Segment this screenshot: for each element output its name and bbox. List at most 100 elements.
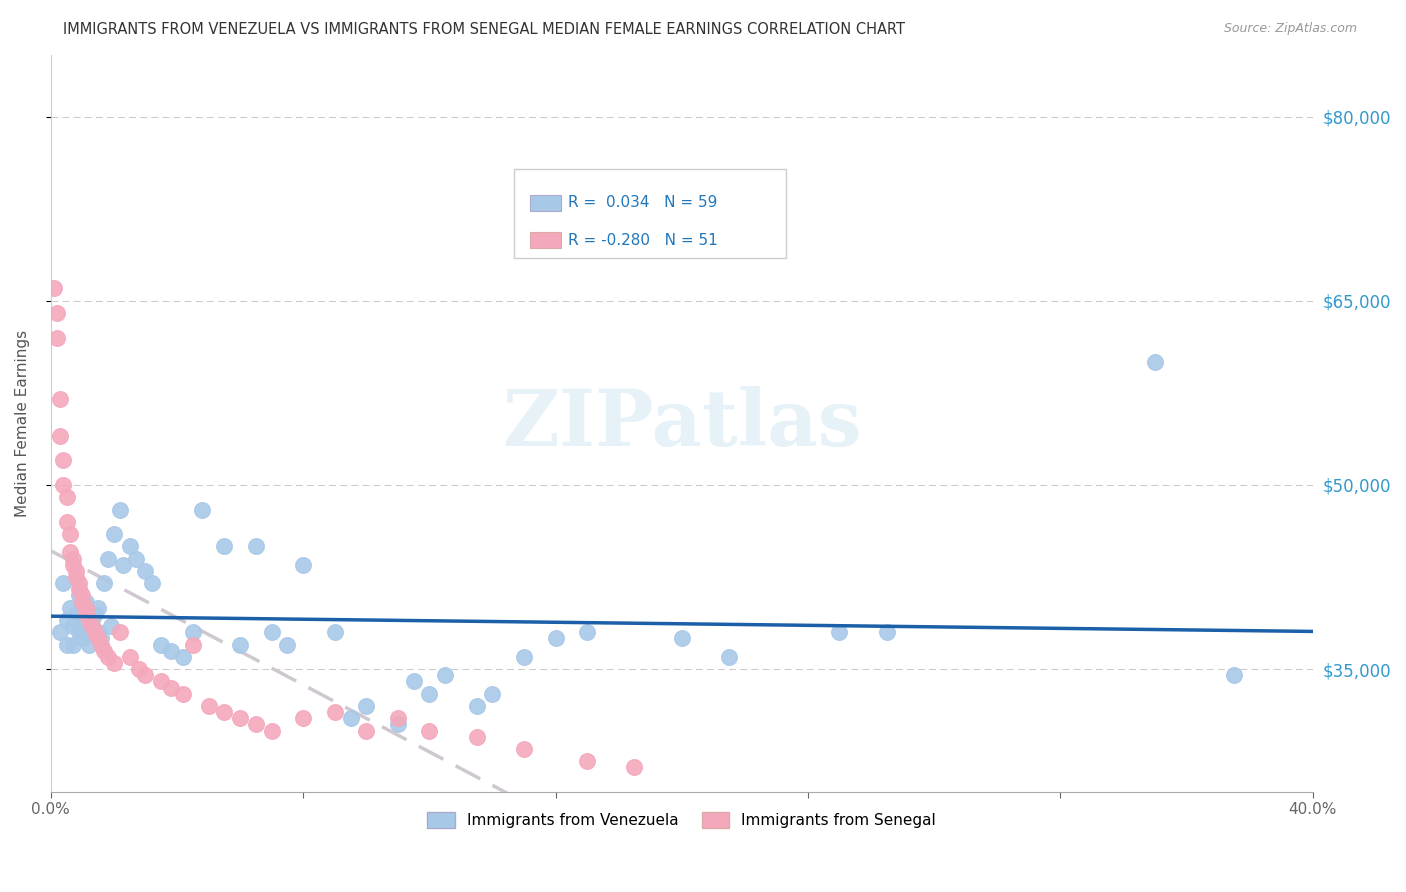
Point: [128, 662, 150, 676]
Point: [72, 594, 94, 608]
Point: [434, 668, 457, 682]
Text: Source: ZipAtlas.com: Source: ZipAtlas.com: [1223, 22, 1357, 36]
Point: [52, 453, 75, 467]
Point: [49, 429, 72, 443]
Point: [80, 613, 103, 627]
Text: ZIPatlas: ZIPatlas: [502, 385, 862, 461]
Point: [75, 600, 97, 615]
Point: [84, 607, 107, 621]
Point: [118, 540, 141, 554]
Point: [159, 644, 181, 658]
Point: [67, 625, 90, 640]
Point: [93, 644, 115, 658]
Point: [544, 632, 567, 646]
Point: [323, 625, 346, 640]
Point: [481, 687, 503, 701]
Point: [87, 625, 110, 640]
Point: [59, 600, 82, 615]
Point: [90, 638, 112, 652]
Point: [62, 558, 84, 572]
Point: [65, 564, 87, 578]
Y-axis label: Median Female Earnings: Median Female Earnings: [15, 330, 30, 517]
Point: [55, 490, 77, 504]
Point: [77, 625, 100, 640]
Point: [125, 551, 148, 566]
Point: [42, 281, 65, 295]
Point: [260, 625, 283, 640]
Point: [52, 576, 75, 591]
Point: [59, 545, 82, 559]
Legend: Immigrants from Venezuela, Immigrants from Senegal: Immigrants from Venezuela, Immigrants fr…: [420, 805, 943, 836]
Point: [90, 632, 112, 646]
Point: [150, 674, 173, 689]
Point: [93, 576, 115, 591]
Point: [49, 625, 72, 640]
Point: [72, 589, 94, 603]
Point: [134, 564, 156, 578]
Point: [103, 527, 125, 541]
Point: [387, 717, 409, 731]
Point: [77, 638, 100, 652]
Point: [828, 625, 851, 640]
Point: [465, 698, 488, 713]
Point: [62, 619, 84, 633]
Point: [84, 625, 107, 640]
Point: [172, 649, 194, 664]
Point: [671, 632, 693, 646]
Point: [59, 527, 82, 541]
Point: [55, 613, 77, 627]
Point: [87, 600, 110, 615]
Point: [87, 632, 110, 646]
Point: [67, 589, 90, 603]
Point: [49, 392, 72, 406]
Point: [112, 558, 135, 572]
Point: [77, 613, 100, 627]
Point: [623, 760, 645, 774]
Point: [55, 515, 77, 529]
Point: [245, 717, 267, 731]
Point: [172, 687, 194, 701]
Point: [418, 687, 440, 701]
Point: [402, 674, 425, 689]
Point: [65, 607, 87, 621]
Text: IMMIGRANTS FROM VENEZUELA VS IMMIGRANTS FROM SENEGAL MEDIAN FEMALE EARNINGS CORR: IMMIGRANTS FROM VENEZUELA VS IMMIGRANTS …: [63, 22, 905, 37]
Point: [103, 656, 125, 670]
Point: [110, 502, 132, 516]
Point: [576, 754, 599, 768]
Point: [718, 649, 741, 664]
Point: [1223, 668, 1246, 682]
Point: [134, 668, 156, 682]
Point: [229, 711, 252, 725]
Point: [191, 502, 214, 516]
Point: [260, 723, 283, 738]
Point: [72, 632, 94, 646]
Point: [55, 638, 77, 652]
Point: [245, 540, 267, 554]
Point: [150, 638, 173, 652]
Point: [339, 711, 361, 725]
Point: [72, 613, 94, 627]
Point: [97, 551, 120, 566]
Point: [67, 582, 90, 597]
Point: [465, 730, 488, 744]
Point: [75, 594, 97, 608]
Point: [513, 649, 536, 664]
Point: [276, 638, 298, 652]
Point: [100, 619, 122, 633]
Text: R = -0.280   N = 51: R = -0.280 N = 51: [568, 233, 718, 248]
Point: [118, 649, 141, 664]
Point: [52, 478, 75, 492]
Point: [229, 638, 252, 652]
Point: [576, 625, 599, 640]
Point: [513, 742, 536, 756]
Point: [356, 723, 378, 738]
Point: [80, 619, 103, 633]
Point: [97, 649, 120, 664]
Point: [159, 681, 181, 695]
Point: [1143, 355, 1166, 369]
Point: [356, 698, 378, 713]
Point: [141, 576, 163, 591]
Point: [62, 551, 84, 566]
Point: [292, 711, 315, 725]
Point: [323, 705, 346, 719]
